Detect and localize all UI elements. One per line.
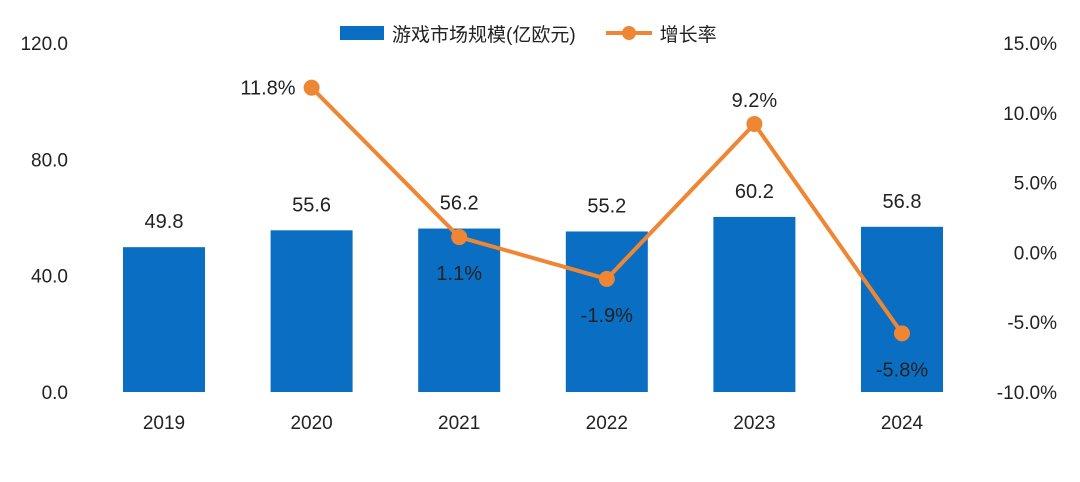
y-right-tick-label: 15.0% bbox=[1003, 34, 1057, 55]
bar bbox=[270, 230, 353, 392]
bar-value-label: 60.2 bbox=[735, 181, 774, 203]
bar-value-label: 55.2 bbox=[587, 195, 626, 217]
bar-value-label: 56.8 bbox=[883, 191, 922, 213]
y-left-tick-label: 80.0 bbox=[31, 150, 68, 171]
line-value-label: 1.1% bbox=[436, 263, 482, 285]
legend-label-market-size: 游戏市场规模(亿欧元) bbox=[392, 24, 576, 46]
line-point bbox=[598, 270, 615, 287]
bar bbox=[565, 231, 648, 392]
line-point bbox=[303, 79, 320, 96]
x-tick-label: 2022 bbox=[586, 413, 628, 434]
legend-bar-swatch bbox=[340, 26, 384, 40]
y-left-tick-label: 0.0 bbox=[42, 383, 68, 404]
line-value-label: -5.8% bbox=[876, 359, 928, 381]
x-tick-label: 2024 bbox=[881, 413, 924, 434]
bar-value-label: 55.6 bbox=[292, 194, 331, 216]
bar bbox=[418, 228, 501, 392]
y-left-tick-label: 120.0 bbox=[20, 34, 68, 55]
y-right-tick-label: 10.0% bbox=[1003, 104, 1057, 125]
bar bbox=[713, 216, 796, 392]
legend-item-growth-rate: 增长率 bbox=[605, 20, 717, 47]
legend-item-market-size: 游戏市场规模(亿欧元) bbox=[340, 20, 576, 47]
bar bbox=[861, 226, 943, 392]
bar-value-label: 49.8 bbox=[145, 211, 184, 233]
line-value-label: -1.9% bbox=[581, 305, 633, 327]
legend-line-swatch bbox=[605, 26, 652, 40]
y-right-tick-label: -5.0% bbox=[1007, 313, 1057, 334]
bar bbox=[123, 247, 205, 392]
line-value-label: 11.8% bbox=[240, 78, 295, 100]
line-point bbox=[894, 325, 910, 342]
line-value-label: 9.2% bbox=[732, 90, 778, 112]
legend: 游戏市场规模(亿欧元) 增长率 bbox=[340, 16, 747, 50]
y-left-tick-label: 40.0 bbox=[31, 267, 68, 288]
x-tick-label: 2020 bbox=[290, 413, 332, 434]
x-tick-label: 2021 bbox=[438, 413, 480, 434]
line-point bbox=[746, 115, 763, 132]
legend-label-growth-rate: 增长率 bbox=[659, 24, 717, 46]
x-tick-label: 2023 bbox=[733, 413, 775, 434]
y-right-tick-label: 0.0% bbox=[1014, 243, 1057, 264]
y-right-tick-label: 5.0% bbox=[1014, 174, 1057, 195]
line-point bbox=[451, 229, 468, 246]
y-right-tick-label: -10.0% bbox=[997, 383, 1057, 404]
bar-value-label: 56.2 bbox=[440, 193, 479, 215]
x-tick-label: 2019 bbox=[143, 413, 185, 434]
